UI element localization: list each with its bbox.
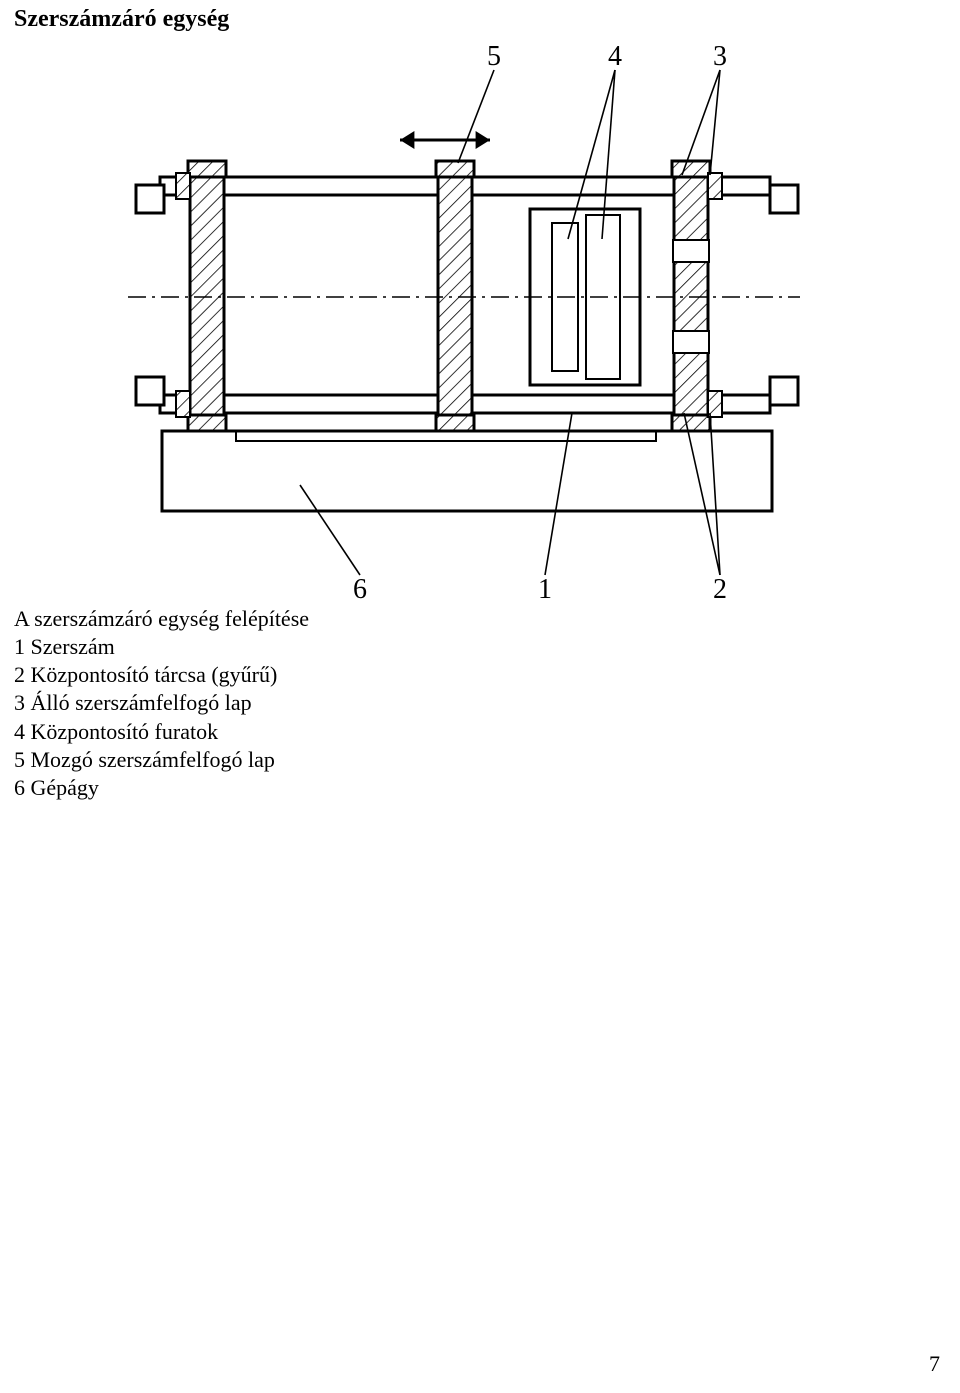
svg-text:6: 6 [353, 574, 367, 605]
svg-text:1: 1 [538, 574, 552, 605]
legend-line: 4 Központosító furatok [14, 718, 309, 746]
svg-text:3: 3 [713, 41, 727, 72]
legend-line: 3 Álló szerszámfelfogó lap [14, 689, 309, 717]
diagram-caption: A szerszámzáró egység felépítése 1 Szers… [14, 605, 309, 802]
caption-intro: A szerszámzáró egység felépítése [14, 605, 309, 633]
legend-line: 2 Központosító tárcsa (gyűrű) [14, 661, 309, 689]
page-number: 7 [929, 1351, 940, 1377]
legend-line: 6 Gépágy [14, 774, 309, 802]
page-title: Szerszámzáró egység [14, 6, 229, 33]
mechanical-diagram: 5 4 3 6 1 2 [70, 35, 860, 605]
diagram-container: 5 4 3 6 1 2 [70, 35, 860, 605]
legend-line: 5 Mozgó szerszámfelfogó lap [14, 746, 309, 774]
svg-text:2: 2 [713, 574, 727, 605]
svg-text:5: 5 [487, 41, 501, 72]
legend-line: 1 Szerszám [14, 633, 309, 661]
svg-text:4: 4 [608, 41, 622, 72]
page: Szerszámzáró egység 5 4 3 6 1 2 A szerszámzár… [0, 0, 960, 1393]
